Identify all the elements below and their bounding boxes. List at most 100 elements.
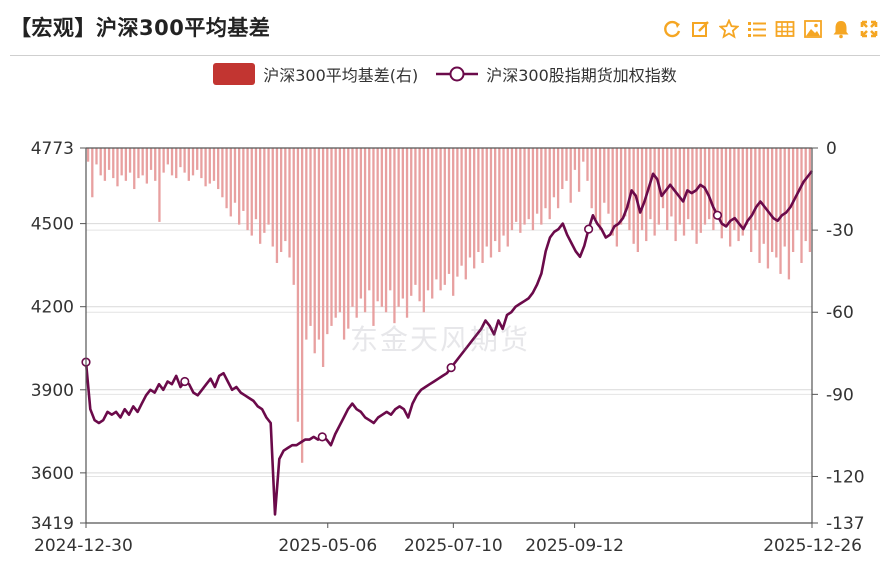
basis-bar[interactable] (674, 148, 677, 242)
basis-bar[interactable] (99, 148, 102, 176)
star-icon[interactable] (718, 18, 740, 40)
basis-bar[interactable] (724, 148, 728, 225)
basis-bar[interactable] (691, 148, 694, 231)
basis-bar[interactable] (607, 148, 610, 214)
basis-bar[interactable] (175, 148, 178, 179)
basis-bar[interactable] (485, 148, 488, 247)
basis-bar[interactable] (95, 148, 98, 165)
basis-bar[interactable] (116, 148, 119, 187)
basis-bar[interactable] (154, 148, 157, 181)
basis-bar[interactable] (204, 148, 207, 187)
basis-bar[interactable] (242, 148, 245, 211)
basis-bar[interactable] (481, 148, 484, 263)
basis-bar[interactable] (804, 148, 807, 242)
basis-bar[interactable] (120, 148, 123, 176)
basis-bar[interactable] (200, 148, 203, 179)
basis-bar[interactable] (321, 148, 325, 367)
basis-bar[interactable] (468, 148, 472, 258)
basis-bar[interactable] (305, 148, 308, 340)
basis-bar[interactable] (351, 148, 354, 307)
basis-bar[interactable] (292, 148, 295, 285)
basis-bar[interactable] (397, 148, 400, 307)
basis-bar[interactable] (552, 148, 556, 198)
basis-bar[interactable] (716, 148, 719, 214)
basis-bar[interactable] (149, 148, 153, 170)
basis-bar[interactable] (133, 148, 136, 190)
basis-bar[interactable] (368, 148, 371, 291)
basis-bar[interactable] (678, 148, 681, 225)
basis-bar[interactable] (565, 148, 568, 181)
basis-bar[interactable] (770, 148, 774, 253)
index-marker[interactable] (584, 224, 594, 234)
basis-bar[interactable] (582, 148, 585, 162)
basis-bar[interactable] (456, 148, 459, 277)
basis-bar[interactable] (107, 148, 111, 170)
basis-bar[interactable] (196, 148, 199, 170)
basis-bar[interactable] (712, 148, 715, 231)
basis-bar[interactable] (590, 148, 593, 209)
basis-bar[interactable] (338, 148, 342, 313)
basis-bar[interactable] (128, 148, 132, 173)
basis-bar[interactable] (624, 148, 627, 217)
basis-bar[interactable] (682, 148, 686, 236)
basis-bar[interactable] (489, 148, 493, 258)
basis-bar[interactable] (279, 148, 283, 253)
basis-bar[interactable] (422, 148, 425, 313)
basis-bar[interactable] (779, 148, 782, 274)
basis-bar[interactable] (317, 148, 321, 340)
basis-bar[interactable] (372, 148, 375, 326)
basis-bar[interactable] (519, 148, 522, 233)
index-marker[interactable] (446, 363, 456, 373)
basis-bar[interactable] (758, 148, 761, 263)
basis-bar[interactable] (737, 148, 740, 242)
basis-bar[interactable] (670, 148, 673, 217)
basis-bar[interactable] (326, 148, 329, 335)
basis-bar[interactable] (494, 148, 497, 242)
expand-icon[interactable] (858, 18, 880, 40)
basis-bar[interactable] (540, 148, 543, 225)
basis-bar[interactable] (594, 148, 598, 220)
basis-bar[interactable] (573, 148, 577, 170)
legend-item-basis[interactable]: 沪深300平均基差(右) (213, 62, 418, 86)
basis-bar[interactable] (506, 148, 509, 247)
basis-bar[interactable] (137, 148, 140, 179)
basis-bar[interactable] (720, 148, 723, 239)
basis-bar[interactable] (749, 148, 753, 253)
basis-bar[interactable] (586, 148, 589, 181)
basis-bar[interactable] (766, 148, 770, 269)
basis-bar[interactable] (183, 148, 186, 173)
basis-bar[interactable] (452, 148, 455, 296)
basis-bar[interactable] (141, 148, 144, 176)
basis-bar[interactable] (443, 148, 446, 285)
basis-bar[interactable] (288, 148, 291, 258)
basis-bar[interactable] (775, 148, 778, 258)
basis-bar[interactable] (733, 148, 736, 231)
basis-bar[interactable] (103, 148, 107, 181)
basis-bar[interactable] (158, 148, 161, 222)
basis-bar[interactable] (632, 148, 635, 244)
basis-bar[interactable] (267, 148, 270, 225)
basis-bar[interactable] (254, 148, 258, 220)
basis-bar[interactable] (640, 148, 644, 231)
basis-bar[interactable] (355, 148, 358, 318)
basis-bar[interactable] (259, 148, 262, 244)
basis-bar[interactable] (363, 148, 367, 313)
basis-bar[interactable] (653, 148, 656, 236)
bell-icon[interactable] (830, 18, 852, 40)
basis-bar[interactable] (611, 148, 614, 236)
basis-bar[interactable] (687, 148, 690, 220)
basis-bar[interactable] (741, 148, 744, 236)
basis-bar[interactable] (166, 148, 169, 165)
basis-bar[interactable] (502, 148, 505, 236)
basis-bar[interactable] (334, 148, 337, 318)
basis-bar[interactable] (347, 148, 350, 329)
basis-bar[interactable] (577, 148, 581, 192)
basis-bar[interactable] (447, 148, 451, 274)
basis-bar[interactable] (435, 148, 438, 280)
basis-bar[interactable] (300, 148, 304, 463)
basis-bar[interactable] (699, 148, 702, 233)
basis-bar[interactable] (145, 148, 149, 184)
basis-bar[interactable] (313, 148, 316, 354)
basis-bar[interactable] (800, 148, 803, 263)
edit-icon[interactable] (690, 18, 712, 40)
